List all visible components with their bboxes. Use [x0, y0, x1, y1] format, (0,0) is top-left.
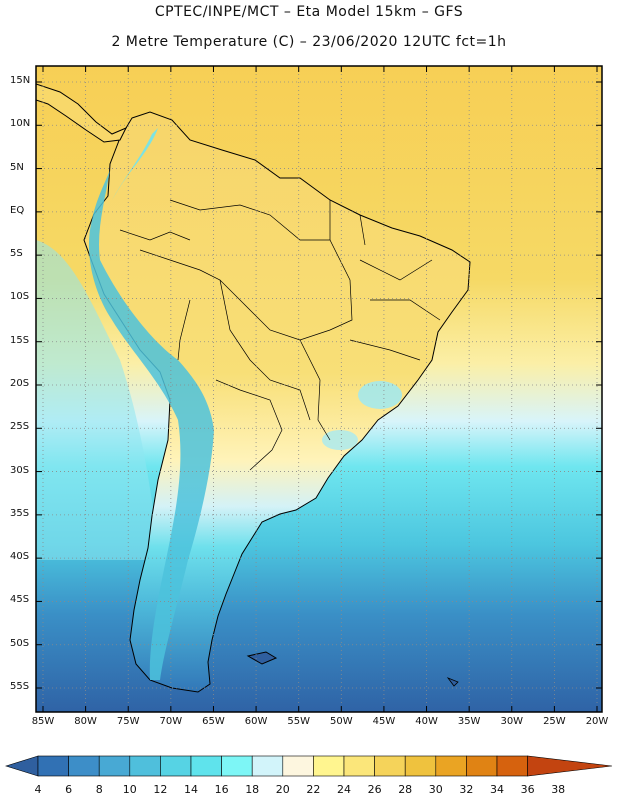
lon-label: 20W [585, 716, 609, 727]
colorbar-label: 18 [245, 783, 260, 796]
falkland-islands [246, 651, 278, 665]
lon-label: 65W [202, 716, 225, 727]
lat-label: 40S [10, 551, 30, 563]
lon-label: 50W [329, 716, 353, 727]
colorbar-segment [496, 755, 528, 777]
colorbar-segment [313, 755, 345, 777]
pacific-cool-region [36, 240, 160, 560]
colorbar-segment [98, 755, 131, 777]
colorbar-label: 4 [34, 783, 42, 796]
colorbar-label: 36 [520, 783, 535, 796]
lat-label: 45S [10, 594, 30, 606]
colorbar-label: 12 [153, 783, 168, 796]
lat-label: 15S [10, 334, 30, 346]
colorbar-segment [68, 755, 100, 777]
colorbar-label: 26 [367, 783, 382, 796]
colorbar-label: 32 [459, 783, 474, 796]
lon-label: 70W [159, 716, 183, 727]
lat-label: 10S [10, 291, 30, 303]
lon-label: 30W [500, 716, 524, 727]
colorbar-segment [160, 755, 192, 777]
colorbar-segment [129, 755, 161, 777]
colorbar-segment [282, 755, 314, 777]
lon-label: 80W [74, 716, 97, 727]
colorbar-segment [466, 755, 498, 777]
colorbar-label: 8 [95, 783, 103, 796]
lat-label: EQ [10, 204, 25, 216]
colorbar-segment [374, 755, 406, 777]
lat-label: 5N [10, 161, 24, 173]
colorbar-low-arrow [4, 755, 39, 777]
lon-label: 40W [415, 716, 438, 727]
colorbar-segment [404, 755, 437, 777]
colorbar-segment [221, 755, 253, 777]
colorbar-label: 20 [275, 783, 290, 796]
lat-label: 55S [10, 681, 30, 692]
colorbar-segment [251, 755, 284, 777]
lat-label: 20S [10, 378, 30, 389]
central-america-land [36, 83, 128, 143]
colorbar-label: 38 [551, 783, 566, 796]
colorbar-label: 24 [337, 783, 351, 796]
lon-label: 25W [543, 716, 566, 727]
colorbar-label: 22 [306, 783, 321, 796]
lat-label: 35S [10, 507, 30, 519]
lon-label: 60W [244, 716, 268, 727]
colorbar-segment [190, 755, 222, 777]
lat-label: 25S [10, 421, 30, 433]
lon-label: 75W [116, 716, 140, 727]
country-borders [119, 199, 441, 471]
lon-label: 55W [287, 716, 310, 727]
colorbar-label: 30 [428, 783, 443, 796]
se-brazil-cool [358, 381, 402, 409]
colorbar-label: 34 [490, 783, 504, 796]
lon-label: 85W [31, 716, 55, 727]
map-title: CPTEC/INPE/MCT – Eta Model 15km – GFS [154, 4, 464, 20]
northern-andes-band [112, 128, 158, 200]
colorbar-label: 14 [184, 783, 198, 796]
lat-label: 50S [10, 637, 30, 649]
colorbar-segment [37, 755, 69, 777]
lon-label: 35W [457, 716, 481, 727]
colorbar-segment [435, 755, 467, 777]
colorbar-label: 6 [65, 783, 73, 796]
colorbar-label: 28 [398, 783, 413, 796]
map-frame [35, 65, 603, 713]
lat-label: 5S [10, 248, 23, 260]
colorbar-segment [343, 755, 375, 777]
colorbar [4, 755, 613, 777]
lat-label: 10N [10, 118, 31, 130]
lat-label: 15N [10, 75, 31, 86]
lon-label: 45W [372, 716, 396, 727]
map-subtitle: 2 Metre Temperature (C) – 23/06/2020 12U… [111, 34, 507, 50]
lat-label: 30S [10, 464, 30, 476]
andes-cool-band [88, 170, 214, 680]
colorbar-high-arrow [527, 755, 613, 777]
colorbar-label: 10 [122, 783, 137, 796]
colorbar-label: 16 [214, 783, 229, 796]
